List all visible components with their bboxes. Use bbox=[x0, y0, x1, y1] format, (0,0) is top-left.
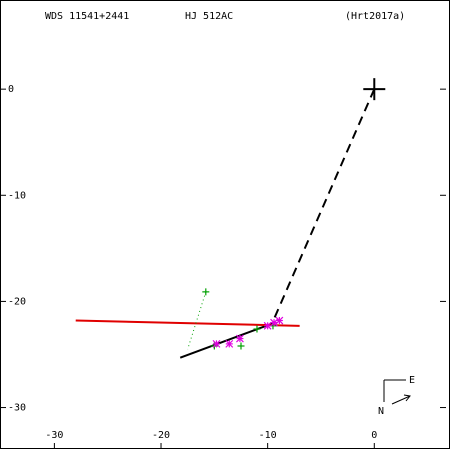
asterisk-marker bbox=[275, 316, 284, 325]
orbit-line bbox=[187, 291, 207, 350]
asterisk-marker bbox=[263, 321, 272, 330]
asterisk-marker bbox=[236, 334, 244, 343]
compass-north: N bbox=[378, 406, 384, 417]
x-tick-label: -20 bbox=[152, 430, 170, 441]
chart-subtitle: HJ 512AC bbox=[185, 11, 233, 22]
plus-marker bbox=[202, 288, 210, 296]
asterisk-marker bbox=[225, 339, 234, 348]
marker-stroke bbox=[225, 339, 234, 348]
x-tick-label: -30 bbox=[45, 430, 63, 441]
x-tick-label: -10 bbox=[259, 430, 277, 441]
reference: (Hrt2017a) bbox=[345, 11, 405, 22]
asterisk-marker bbox=[212, 339, 221, 348]
plus-marker bbox=[253, 325, 261, 333]
orbit-line bbox=[75, 319, 300, 327]
chart-title: WDS 11541+2441 bbox=[45, 11, 129, 22]
y-tick-label: -10 bbox=[8, 190, 26, 201]
y-tick-label: -30 bbox=[8, 403, 26, 414]
marker-stroke bbox=[236, 334, 244, 343]
y-tick-label: -20 bbox=[8, 296, 26, 307]
marker-stroke bbox=[263, 321, 272, 330]
marker-stroke bbox=[212, 339, 221, 348]
asterisk-marker bbox=[270, 318, 278, 327]
compass-east: E bbox=[409, 375, 415, 386]
plus-marker bbox=[237, 342, 245, 350]
plus-marker bbox=[363, 78, 386, 101]
marker-stroke bbox=[275, 316, 284, 325]
compass-arrow bbox=[391, 395, 411, 405]
compass bbox=[383, 379, 411, 405]
x-tick-label: 0 bbox=[371, 430, 377, 441]
orbit-line bbox=[271, 88, 376, 325]
compass-arrow-head bbox=[403, 394, 411, 402]
y-tick-label: 0 bbox=[8, 84, 14, 95]
